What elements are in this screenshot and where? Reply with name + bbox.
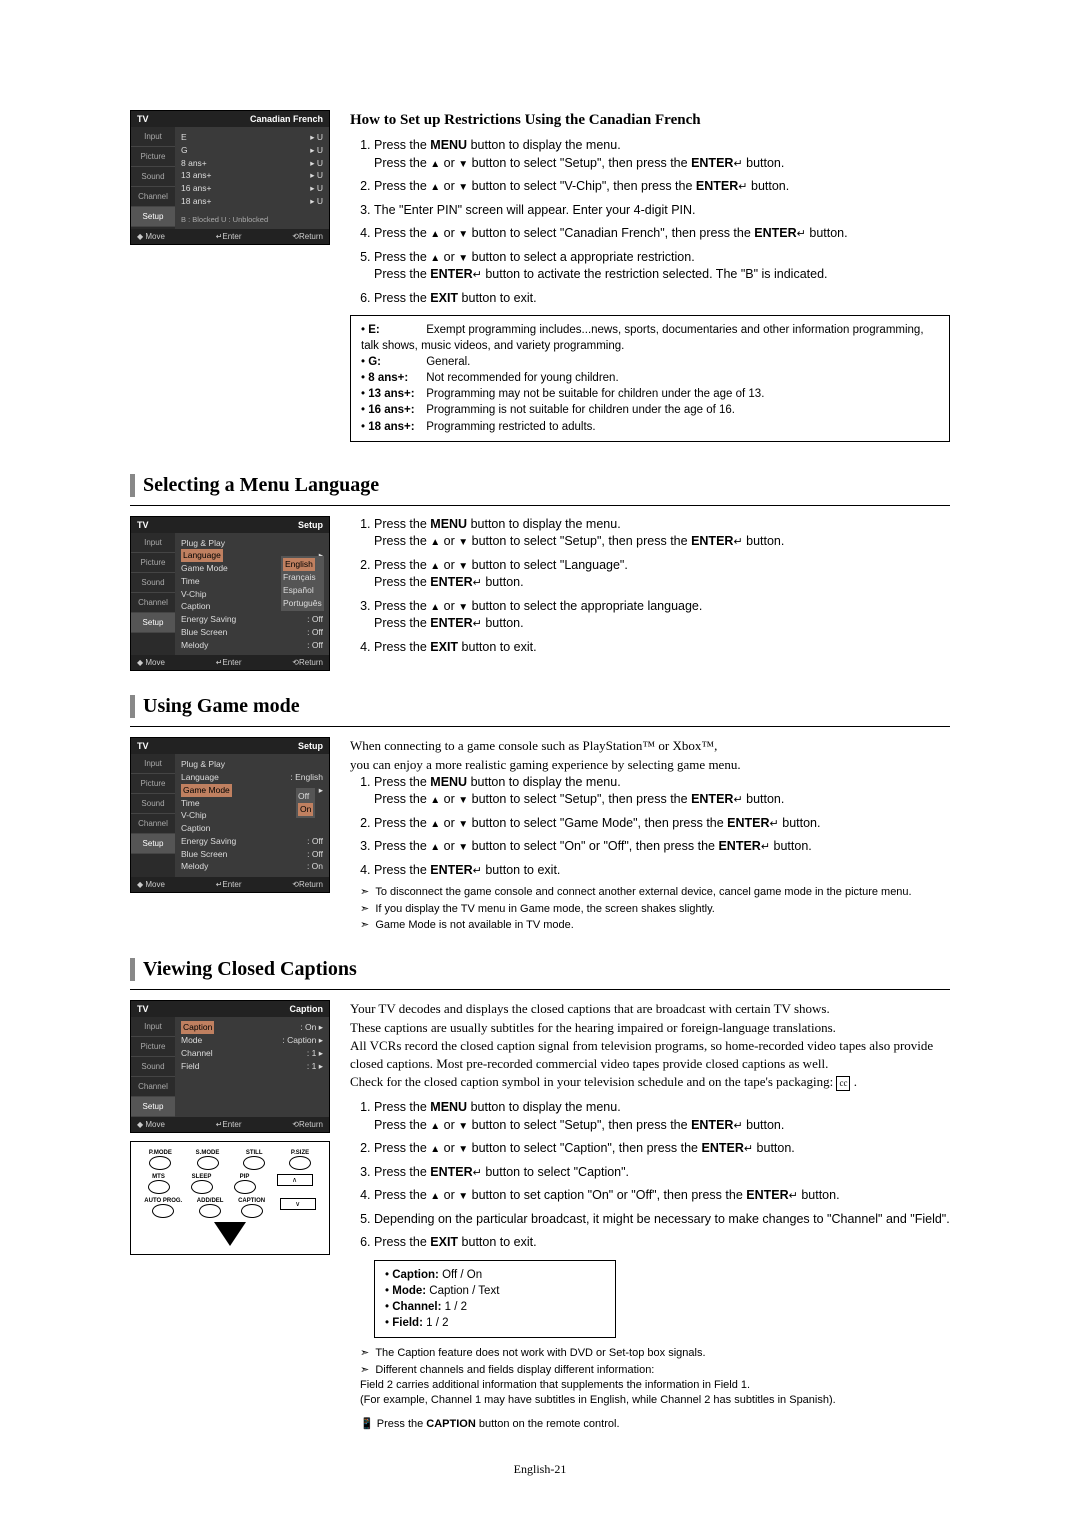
title-game: Using Game mode (130, 695, 950, 718)
steps-lang: Press the MENU button to display the men… (350, 516, 950, 657)
ratings-box: • E:Exempt programming includes...news, … (350, 315, 950, 442)
caption-options-box: • Caption: Off / On• Mode: Caption / Tex… (374, 1260, 616, 1338)
section-canadian-french: TVCanadian French InputPictureSoundChann… (130, 110, 950, 450)
steps-caption: Press the MENU button to display the men… (350, 1099, 950, 1252)
remote-control: P.MODES.MODESTILLP.SIZE MTSSLEEPPIP∧ AUT… (130, 1141, 330, 1255)
caption-intro: Your TV decodes and displays the closed … (350, 1000, 950, 1091)
remote-note: 📱 Press the CAPTION button on the remote… (360, 1417, 950, 1432)
notes-caption: ➣ The Caption feature does not work with… (360, 1346, 950, 1409)
tv-menu-lang: TVSetup InputPictureSoundChannelSetup Pl… (130, 516, 330, 672)
notes-game: ➣ To disconnect the game console and con… (360, 885, 950, 933)
section-language: TVSetup InputPictureSoundChannelSetup Pl… (130, 516, 950, 672)
steps-game: Press the MENU button to display the men… (350, 774, 950, 880)
title-lang: Selecting a Menu Language (130, 474, 950, 497)
tv-menu-game: TVSetup InputPictureSoundChannelSetup Pl… (130, 737, 330, 893)
title-caption: Viewing Closed Captions (130, 958, 950, 981)
section-game: TVSetup InputPictureSoundChannelSetup Pl… (130, 737, 950, 934)
tv-menu-caption: TVCaption InputPictureSoundChannelSetup … (130, 1000, 330, 1133)
steps-cf: Press the MENU button to display the men… (350, 137, 950, 307)
section-caption: TVCaption InputPictureSoundChannelSetup … (130, 1000, 950, 1432)
page: TVCanadian French InputPictureSoundChann… (0, 0, 1080, 1517)
page-number: English-21 (130, 1462, 950, 1477)
game-intro: When connecting to a game console such a… (350, 737, 950, 773)
subtitle-cf: How to Set up Restrictions Using the Can… (350, 110, 950, 131)
tv-menu-cf: TVCanadian French InputPictureSoundChann… (130, 110, 330, 245)
